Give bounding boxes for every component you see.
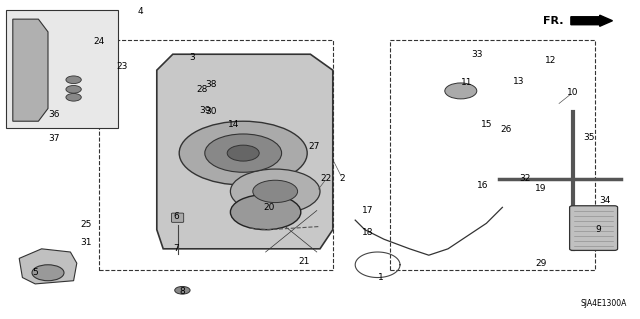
Bar <box>6 10 118 128</box>
Text: 37: 37 <box>49 134 60 143</box>
Text: 22: 22 <box>321 174 332 183</box>
Circle shape <box>66 85 81 93</box>
Circle shape <box>230 195 301 230</box>
Text: 30: 30 <box>205 107 217 116</box>
Text: 34: 34 <box>599 197 611 205</box>
Text: 26: 26 <box>500 125 511 134</box>
Text: 29: 29 <box>535 259 547 268</box>
Text: 16: 16 <box>477 181 489 189</box>
Text: 38: 38 <box>205 80 217 89</box>
Text: 11: 11 <box>461 78 473 87</box>
FancyArrow shape <box>571 15 612 26</box>
Text: 9: 9 <box>596 225 601 234</box>
Circle shape <box>230 169 320 214</box>
Text: 21: 21 <box>298 257 310 266</box>
Text: 15: 15 <box>481 120 492 129</box>
Circle shape <box>179 121 307 185</box>
Text: 27: 27 <box>308 142 319 151</box>
Text: 18: 18 <box>362 228 374 237</box>
Text: 23: 23 <box>116 63 127 71</box>
Polygon shape <box>157 54 333 249</box>
Circle shape <box>32 265 64 281</box>
Text: 35: 35 <box>583 133 595 142</box>
Text: 4: 4 <box>138 7 143 16</box>
Text: 2: 2 <box>340 174 345 183</box>
Text: 39: 39 <box>199 106 211 115</box>
Text: 3: 3 <box>189 53 195 62</box>
Text: 8: 8 <box>180 287 185 296</box>
Circle shape <box>66 93 81 101</box>
Text: 20: 20 <box>263 203 275 212</box>
Circle shape <box>205 134 282 172</box>
Text: 36: 36 <box>49 110 60 119</box>
Text: 5: 5 <box>33 268 38 277</box>
Text: 17: 17 <box>362 206 374 215</box>
Text: 6: 6 <box>173 212 179 221</box>
Text: 33: 33 <box>471 50 483 59</box>
Circle shape <box>175 286 190 294</box>
Polygon shape <box>13 19 48 121</box>
Polygon shape <box>19 249 77 284</box>
Text: 25: 25 <box>81 220 92 229</box>
Text: 31: 31 <box>81 238 92 247</box>
Circle shape <box>445 83 477 99</box>
Text: FR.: FR. <box>543 16 563 26</box>
FancyBboxPatch shape <box>570 206 618 250</box>
Text: 12: 12 <box>545 56 556 65</box>
Text: 14: 14 <box>228 120 239 129</box>
Bar <box>390 40 595 270</box>
Text: 19: 19 <box>535 184 547 193</box>
Text: 1: 1 <box>378 273 383 282</box>
Circle shape <box>227 145 259 161</box>
Text: 13: 13 <box>513 77 524 86</box>
Text: 7: 7 <box>173 244 179 253</box>
FancyBboxPatch shape <box>172 213 184 222</box>
Circle shape <box>66 76 81 84</box>
Text: 10: 10 <box>567 88 579 97</box>
Bar <box>99 40 333 270</box>
Text: 28: 28 <box>196 85 207 94</box>
Text: 32: 32 <box>519 174 531 183</box>
Text: SJA4E1300A: SJA4E1300A <box>581 299 627 308</box>
Text: 24: 24 <box>93 37 105 46</box>
Circle shape <box>253 180 298 203</box>
